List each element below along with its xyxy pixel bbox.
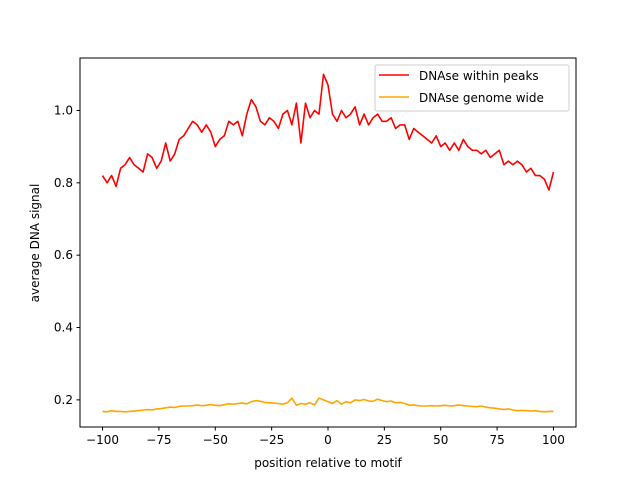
y-axis: 0.2 0.4 0.6 0.8 1.0 (54, 103, 80, 407)
x-tick-label: −75 (146, 433, 171, 447)
x-axis: −100 −75 −50 −25 0 25 50 75 100 (86, 427, 565, 447)
legend-box (374, 64, 570, 112)
x-tick-label: 100 (542, 433, 565, 447)
x-tick-label: −50 (203, 433, 228, 447)
series-layer (101, 73, 555, 413)
series-line-genome-wide (102, 397, 554, 413)
y-tick-label: 1.0 (54, 103, 73, 117)
legend: DNAse within peaks DNAse genome wide (374, 64, 570, 112)
x-tick-label: −25 (259, 433, 284, 447)
y-tick-label: 0.4 (54, 321, 73, 335)
y-tick-label: 0.6 (54, 248, 73, 262)
series-line-within-peaks (101, 73, 555, 191)
y-tick-label: 0.2 (54, 393, 73, 407)
legend-label-within-peaks: DNAse within peaks (419, 69, 539, 83)
x-tick-label: 0 (324, 433, 332, 447)
x-tick-label: −100 (86, 433, 119, 447)
x-tick-label: 50 (433, 433, 448, 447)
y-tick-label: 0.8 (54, 176, 73, 190)
x-tick-label: 25 (377, 433, 392, 447)
y-axis-label: average DNA signal (28, 184, 42, 303)
legend-label-genome-wide: DNAse genome wide (419, 91, 544, 105)
x-tick-label: 75 (489, 433, 504, 447)
x-axis-label: position relative to motif (254, 456, 402, 470)
